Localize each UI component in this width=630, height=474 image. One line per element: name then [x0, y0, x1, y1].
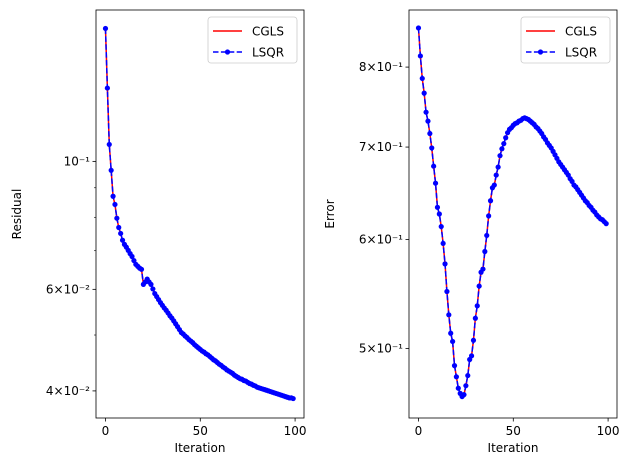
x-tick-label: 100 [284, 424, 307, 438]
data-point-lsqr [434, 204, 441, 210]
data-point-lsqr [476, 283, 482, 289]
x-tick-label: 100 [597, 424, 620, 438]
data-point-lsqr [119, 237, 126, 243]
data-point-lsqr [110, 193, 116, 199]
data-point-lsqr [491, 182, 497, 188]
y-tick-label: 8×10⁻¹ [359, 60, 403, 74]
data-point-lsqr [455, 385, 461, 391]
data-point-lsqr [429, 145, 435, 151]
data-point-lsqr [290, 395, 296, 402]
series-line-cgls [104, 28, 294, 400]
data-point-lsqr [472, 315, 478, 321]
data-point-lsqr [453, 374, 460, 380]
data-point-lsqr [108, 167, 114, 173]
data-point-lsqr [497, 153, 503, 159]
data-point-lsqr [419, 75, 425, 82]
data-point-lsqr [484, 232, 490, 239]
data-point-lsqr [106, 141, 112, 148]
data-point-lsqr [482, 248, 488, 255]
data-point-lsqr [440, 240, 446, 247]
x-tick-label: 0 [102, 424, 110, 438]
data-point-lsqr [480, 266, 486, 272]
data-point-lsqr [444, 288, 450, 295]
data-point-lsqr [501, 141, 507, 147]
legend-label: CGLS [252, 25, 284, 39]
data-point-lsqr [451, 363, 458, 369]
axes-frame [95, 9, 305, 419]
data-point-lsqr [431, 163, 437, 169]
x-axis-label: Iteration [175, 441, 226, 455]
x-axis-label: Iteration [488, 441, 539, 455]
data-point-lsqr [465, 372, 471, 379]
y-tick-label: 7×10⁻¹ [359, 140, 403, 154]
data-point-lsqr [487, 198, 494, 204]
x-tick-label: 50 [193, 424, 208, 438]
data-point-lsqr [448, 330, 454, 336]
y-tick-label: 4×10⁻² [46, 384, 90, 398]
data-point-lsqr [493, 172, 499, 178]
legend: CGLS LSQR [520, 16, 611, 64]
legend-label: LSQR [565, 46, 597, 60]
data-point-lsqr [468, 353, 475, 359]
data-point-lsqr [436, 211, 442, 217]
y-tick-label: 6×10⁻² [46, 282, 90, 296]
data-point-lsqr [438, 223, 444, 230]
data-point-lsqr [463, 383, 469, 389]
data-point-lsqr [603, 221, 609, 227]
data-point-lsqr [442, 261, 448, 267]
x-tick-label: 0 [415, 424, 423, 438]
data-point-lsqr [415, 25, 422, 31]
data-point-lsqr [102, 25, 109, 32]
data-point-lsqr [104, 85, 110, 91]
legend-label: CGLS [565, 25, 597, 39]
series-line-lsqr [104, 28, 294, 400]
data-point-lsqr [486, 213, 492, 219]
data-point-lsqr [417, 53, 423, 59]
data-point-lsqr [150, 286, 156, 292]
y-tick-label: 6×10⁻¹ [359, 232, 403, 246]
data-point-lsqr [114, 215, 120, 221]
y-tick-label: 10⁻¹ [64, 154, 91, 168]
data-point-lsqr [495, 164, 501, 170]
legend-marker [537, 49, 544, 55]
y-axis-label: Error [323, 199, 337, 228]
subplot-error: 0 50 100 8×10⁻¹ 7×10⁻¹ 6×10⁻¹ 5×10⁻¹ Iteration E… [323, 9, 620, 455]
data-point-lsqr [461, 392, 467, 398]
data-point-lsqr [470, 337, 477, 343]
legend: CGLS LSQR [207, 16, 298, 64]
data-point-lsqr [112, 201, 118, 208]
series-line-lsqr [417, 27, 607, 398]
data-point-lsqr [129, 253, 135, 260]
data-point-lsqr [499, 146, 505, 152]
data-point-lsqr [421, 90, 427, 96]
data-point-lsqr [423, 109, 429, 115]
data-point-lsqr [116, 224, 122, 231]
subplot-residual: 0 50 100 10⁻¹ 6×10⁻² 4×10⁻² Iteration Residual C… [10, 9, 307, 455]
y-axis-label: Residual [10, 189, 24, 240]
data-point-lsqr [474, 303, 480, 309]
legend-label: LSQR [252, 46, 284, 60]
x-tick-label: 50 [506, 424, 521, 438]
data-point-lsqr [446, 312, 452, 318]
data-point-lsqr [425, 118, 431, 124]
data-point-lsqr [450, 338, 456, 345]
data-point-lsqr [432, 180, 439, 186]
series-line-cgls [417, 27, 607, 398]
y-tick-label: 5×10⁻¹ [359, 342, 403, 356]
legend-marker [224, 49, 231, 55]
data-point-lsqr [118, 230, 124, 237]
data-point-lsqr [148, 281, 154, 287]
data-point-lsqr [503, 135, 509, 141]
data-point-lsqr [138, 266, 145, 272]
data-point-lsqr [427, 130, 433, 137]
